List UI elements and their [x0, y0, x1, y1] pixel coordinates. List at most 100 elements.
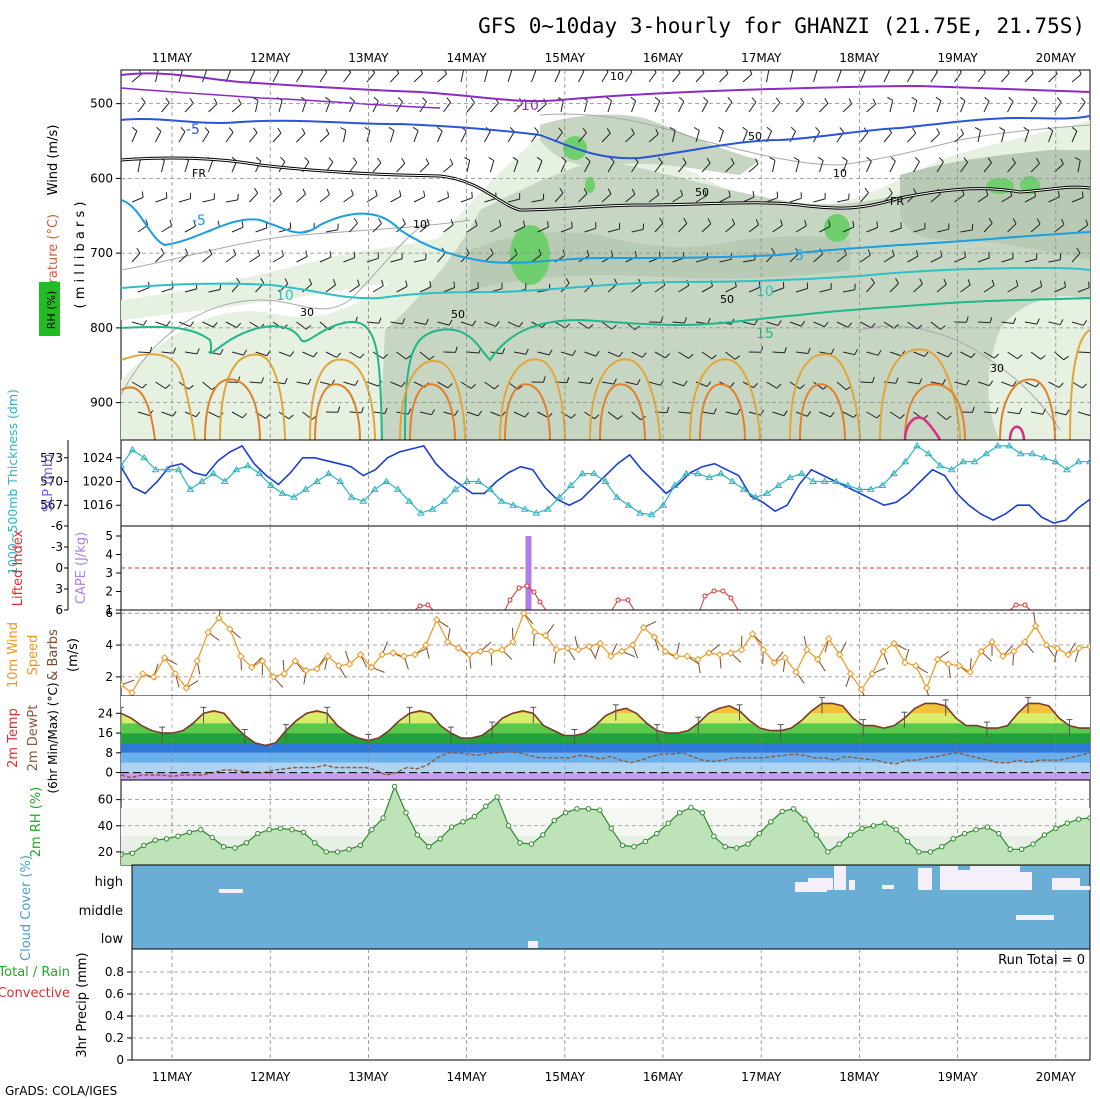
wind-barb [1001, 258, 1014, 263]
wind-barb [813, 381, 824, 390]
wind-speed-point [857, 685, 866, 694]
wind-barb-flag [618, 351, 624, 358]
wind-barb-flag [783, 410, 788, 416]
wind-barb [889, 351, 902, 357]
wind-barb-flag [524, 412, 530, 418]
rh-point [779, 808, 785, 815]
wind-barb [1007, 162, 1016, 173]
wind-barb [231, 226, 244, 233]
wind-barb-flag [166, 320, 171, 327]
wind-barb-flag [518, 321, 524, 328]
wind-barb [225, 132, 234, 143]
wind-barb [231, 103, 242, 113]
thickness-point [382, 477, 391, 484]
wind-barb-flag [219, 348, 224, 355]
rh-contour-label: 30 [300, 306, 314, 319]
wind-barb-flag [916, 250, 919, 257]
thickness-point [151, 465, 160, 473]
wind-barb [954, 133, 964, 143]
y-tick-label: 0 [105, 766, 113, 780]
wind-barb [936, 351, 949, 358]
wind-barb [319, 71, 328, 83]
wind-barb-flag [352, 157, 358, 163]
rh-point [961, 830, 968, 837]
wind-barb-flag [713, 408, 717, 415]
wind-barb-flag [189, 97, 194, 104]
wind-barb [319, 256, 332, 263]
thickness-point [451, 485, 460, 492]
contour-label: 10 [756, 284, 774, 300]
wind-barb [607, 411, 618, 420]
wind-speed-point [204, 628, 212, 637]
rh-legend-swatch [39, 282, 60, 336]
wind-barb-flag [169, 219, 173, 226]
wind-barb [484, 70, 489, 83]
wind-barb-flag [725, 70, 729, 74]
wind-barb [983, 162, 992, 173]
wind-barb [372, 411, 385, 414]
rh-point [562, 810, 569, 816]
wind-barb-flag [654, 96, 661, 102]
wind-barb [554, 70, 561, 83]
cloud-gap [970, 866, 1020, 890]
wind-barb [1007, 223, 1017, 233]
wind-barb-flag [160, 248, 165, 254]
wind-barb-flag [863, 70, 866, 72]
wind-barb [648, 381, 661, 386]
wind-barb [466, 160, 471, 173]
date-label-bottom: 16MAY [643, 1070, 684, 1084]
wind-barb [836, 199, 849, 203]
thickness-point [590, 469, 598, 477]
wind-barb-flag [641, 352, 647, 358]
wind-barb-flag [382, 354, 388, 359]
wind-barb [131, 252, 141, 263]
wind-barb-flag [455, 346, 458, 353]
y-label-cloud: Cloud Cover (%) [19, 855, 34, 961]
wind-barb [413, 321, 426, 325]
wind-barb-flag [1083, 319, 1088, 326]
wind-barb [672, 130, 676, 143]
wind-barb-flag [1036, 318, 1040, 325]
rh-point [585, 806, 592, 812]
wind-barb-flag [658, 251, 661, 258]
wind-speed-point [454, 644, 463, 652]
wind-barb-flag [1015, 280, 1019, 287]
wind-speed-point [1031, 622, 1040, 630]
panel-upper-air: -10 -5 FR FR -5 5 10 10 15 10 30 50 50 5… [39, 69, 1100, 441]
thickness-point [982, 449, 991, 457]
rh-point [141, 842, 147, 849]
temp-band [121, 713, 1090, 724]
wind-barb-flag [495, 321, 500, 327]
wind-barb-flag [943, 278, 947, 285]
y-label-wind-1: 10m Wind [6, 622, 21, 688]
wind-barb [930, 71, 938, 83]
wind-barb [249, 381, 262, 384]
wind-barb-flag [947, 352, 953, 358]
wind-barb-flag [301, 128, 306, 134]
wind-barb-flag [959, 96, 966, 102]
wind-barb-flag [634, 250, 637, 257]
wind-barb [466, 225, 478, 233]
wind-barb [249, 70, 256, 83]
wind-barb-flag [911, 96, 918, 101]
wind-barb-flag [236, 322, 242, 328]
wind-barb [296, 133, 306, 143]
wind-barb [1096, 382, 1100, 389]
wind-barb-flag [359, 353, 365, 359]
wind-barb-flag [193, 220, 196, 227]
wind-barb-flag [800, 97, 805, 104]
wind-barb-flag [217, 220, 220, 227]
wind-barb [936, 411, 947, 420]
wind-speed-point [922, 684, 931, 692]
wind-barb [537, 226, 549, 233]
thickness-point [843, 481, 852, 488]
rh-point [357, 842, 364, 849]
wind-barb [460, 381, 472, 389]
date-label-top: 18MAY [839, 51, 880, 65]
wind-barb [913, 228, 926, 233]
wind-barb-flag [766, 126, 772, 132]
temp-band [121, 772, 1090, 780]
temperature-line [121, 702, 1090, 747]
li-tick-label: 6 [55, 603, 63, 617]
wind-barb-flag [300, 70, 304, 73]
